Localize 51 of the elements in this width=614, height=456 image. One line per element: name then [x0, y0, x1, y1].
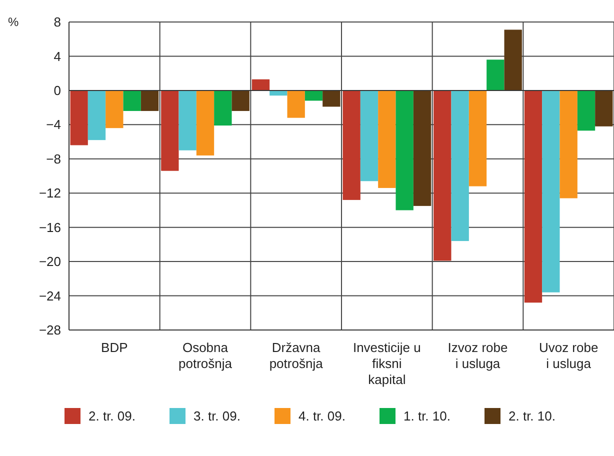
bar — [322, 90, 340, 107]
bar — [214, 90, 232, 126]
bar — [304, 90, 323, 101]
y-tick-label: 4 — [54, 48, 61, 64]
bar — [123, 90, 141, 111]
bar — [196, 90, 214, 156]
bar — [140, 90, 159, 111]
x-tick-label: Državna potrošnja — [269, 340, 324, 371]
y-tick-label: −8 — [46, 151, 61, 166]
bar — [413, 90, 432, 206]
bar — [451, 90, 469, 242]
bar — [595, 90, 613, 126]
y-tick-label: 0 — [54, 82, 61, 98]
bar — [504, 30, 522, 90]
y-tick-label: −12 — [38, 186, 61, 201]
y-tick-label: −28 — [38, 322, 61, 338]
legend-label: 3. tr. 09. — [194, 408, 240, 424]
bar — [106, 90, 124, 128]
bar — [232, 90, 250, 111]
bar — [577, 90, 596, 131]
legend-label: 1. tr. 10. — [404, 408, 450, 424]
y-tick-label: −4 — [46, 117, 61, 132]
y-axis-title: % — [8, 15, 19, 30]
bar — [396, 90, 414, 210]
x-tick-label: Osobna potrošnja — [178, 340, 233, 371]
y-tick-label: −20 — [38, 254, 61, 270]
legend-label: 4. tr. 09. — [298, 408, 346, 424]
legend-label: 2. tr. 10. — [508, 408, 556, 424]
bar — [252, 79, 270, 90]
x-tick-label: Investicije u fiksni kapital — [352, 340, 421, 387]
bar — [70, 90, 88, 146]
y-tick-label: −24 — [38, 288, 61, 304]
bar — [360, 90, 378, 182]
bar — [378, 90, 396, 188]
bar — [468, 90, 487, 186]
bar — [287, 90, 305, 118]
bar — [342, 90, 360, 200]
bar — [542, 90, 560, 292]
y-tick-label: 8 — [54, 14, 61, 30]
x-tick-label: Izvoz robe i usluga — [448, 340, 508, 371]
bar — [434, 90, 452, 261]
y-tick-label: −16 — [38, 220, 61, 235]
bar — [524, 90, 542, 303]
bar — [161, 90, 179, 171]
x-tick-label: Uvoz robe i usluga — [538, 340, 598, 371]
bar — [178, 90, 196, 150]
bar — [88, 90, 106, 140]
bar — [486, 60, 504, 90]
x-tick-label: BDP — [101, 340, 128, 355]
legend-label: 2. tr. 09. — [88, 408, 136, 424]
bar — [560, 90, 578, 198]
